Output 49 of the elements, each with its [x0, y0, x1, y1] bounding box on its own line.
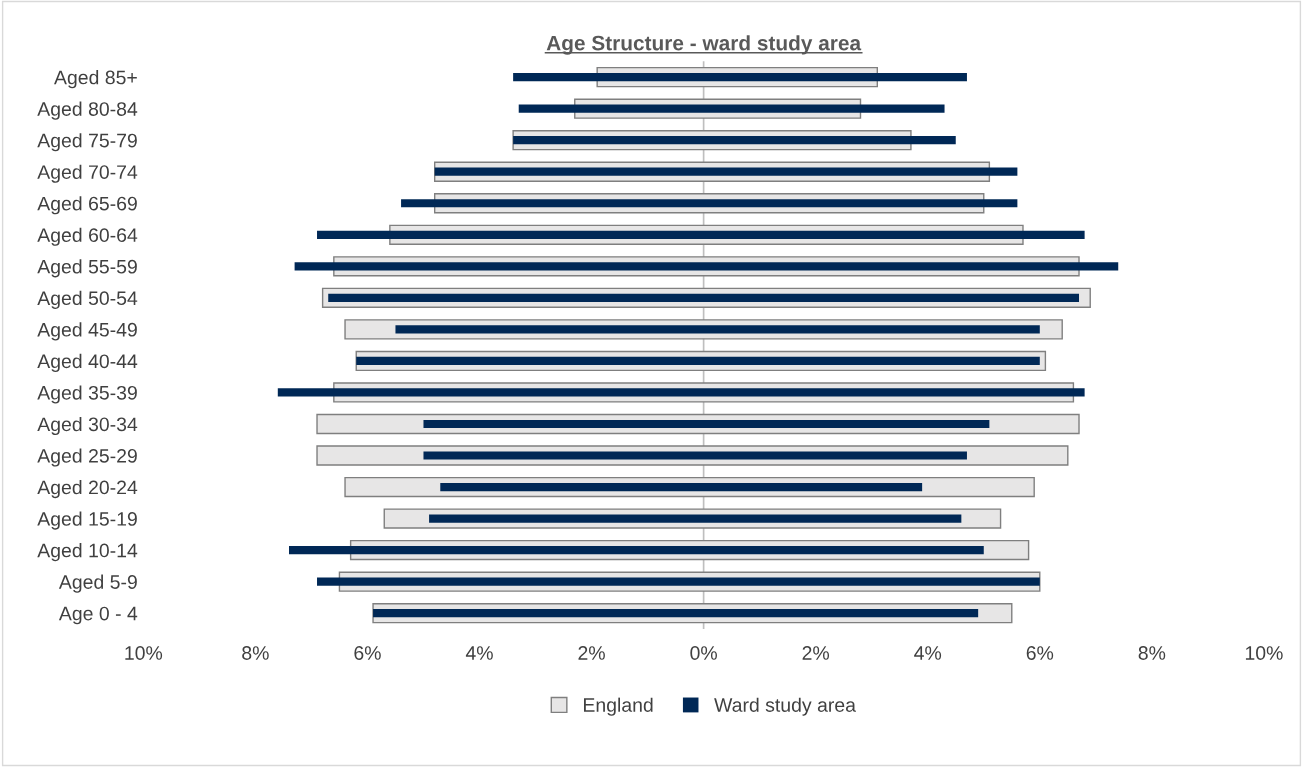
y-tick-label: Aged 75-79 — [37, 133, 137, 152]
x-tick-label: 2% — [578, 646, 605, 660]
legend-label: Ward study area — [714, 697, 856, 716]
y-tick-label: Age 0 - 4 — [58, 606, 138, 625]
bar — [429, 514, 962, 523]
x-tick-label: 8% — [242, 646, 269, 660]
y-tick-label: Aged 45-49 — [37, 322, 137, 341]
y-tick-label: Aged 80-84 — [37, 101, 138, 120]
bar — [423, 451, 967, 460]
y-tick-label: Aged 70-74 — [37, 164, 138, 183]
bar — [423, 419, 990, 429]
bar — [440, 482, 923, 492]
bar — [277, 388, 1085, 397]
y-tick-label: Aged 30-34 — [37, 416, 138, 436]
x-tick-label: 10% — [1245, 646, 1283, 660]
y-tick-label: Aged 60-64 — [37, 227, 138, 246]
chart-title: Age Structure - ward study area — [546, 35, 862, 55]
legend-label: England — [584, 697, 653, 716]
x-tick-label: 4% — [914, 646, 942, 660]
bar — [395, 325, 1040, 334]
x-tick-label: 0% — [690, 646, 717, 660]
bar — [373, 609, 979, 618]
bar — [317, 230, 1085, 239]
y-tick-label: Aged 20-24 — [37, 480, 138, 499]
x-tick-label: 8% — [1138, 646, 1166, 660]
y-tick-label: Aged 40-44 — [37, 353, 138, 372]
bar — [513, 73, 967, 82]
x-tick-label: 4% — [465, 646, 493, 660]
bar — [328, 293, 1080, 302]
x-tick-label: 2% — [802, 646, 830, 660]
x-tick-label: 10% — [125, 646, 163, 660]
bar — [513, 136, 956, 145]
x-tick-label: 6% — [354, 646, 381, 660]
y-tick-label: Aged 10-14 — [37, 543, 138, 562]
y-tick-label: Aged 5-9 — [58, 574, 137, 593]
bar — [317, 577, 1040, 586]
x-tick-label: 6% — [1026, 646, 1054, 660]
y-tick-label: Aged 25-29 — [37, 448, 137, 467]
y-tick-label: Aged 50-54 — [37, 290, 138, 309]
y-tick-label: Aged 15-19 — [37, 511, 137, 530]
bar — [294, 262, 1119, 271]
bar — [518, 104, 945, 113]
y-tick-label: Aged 55-59 — [37, 259, 137, 278]
bar — [401, 199, 1018, 208]
bar — [434, 167, 1018, 176]
y-tick-label: Aged 65-69 — [37, 196, 137, 215]
y-tick-label: Aged 35-39 — [37, 385, 137, 404]
y-tick-label: Aged 85+ — [54, 70, 137, 89]
bar — [289, 546, 984, 555]
